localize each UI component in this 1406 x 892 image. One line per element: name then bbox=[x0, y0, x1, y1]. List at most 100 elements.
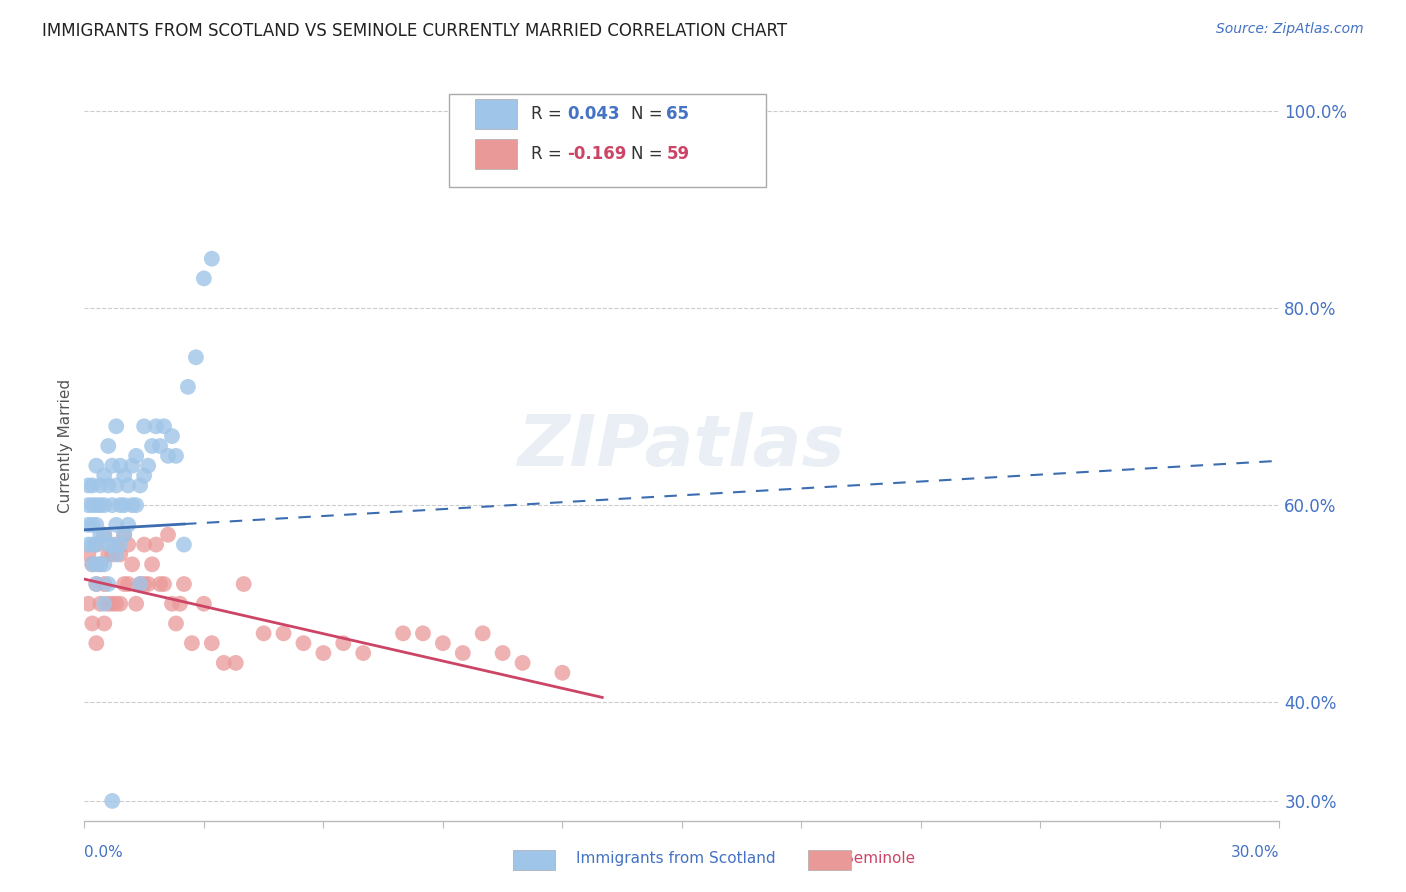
Point bbox=[173, 538, 195, 552]
Point bbox=[292, 636, 315, 650]
Text: IMMIGRANTS FROM SCOTLAND VS SEMINOLE CURRENTLY MARRIED CORRELATION CHART: IMMIGRANTS FROM SCOTLAND VS SEMINOLE CUR… bbox=[42, 22, 787, 40]
Point bbox=[77, 498, 100, 512]
Point bbox=[105, 419, 128, 434]
Point bbox=[157, 449, 180, 463]
Point bbox=[145, 538, 167, 552]
Point bbox=[492, 646, 515, 660]
Point bbox=[145, 419, 167, 434]
Text: ZIPatlas: ZIPatlas bbox=[519, 411, 845, 481]
FancyBboxPatch shape bbox=[475, 99, 517, 129]
Point bbox=[512, 656, 534, 670]
Point bbox=[77, 517, 100, 532]
Point bbox=[112, 498, 135, 512]
Point bbox=[352, 646, 374, 660]
Point bbox=[93, 468, 115, 483]
Point bbox=[86, 498, 108, 512]
Point bbox=[86, 538, 108, 552]
Point bbox=[141, 439, 163, 453]
Point bbox=[117, 478, 139, 492]
Point bbox=[93, 597, 115, 611]
Point bbox=[101, 498, 124, 512]
Point bbox=[141, 558, 163, 572]
Point bbox=[169, 597, 191, 611]
Y-axis label: Currently Married: Currently Married bbox=[58, 379, 73, 513]
Point bbox=[101, 597, 124, 611]
Point bbox=[125, 449, 148, 463]
Point bbox=[312, 646, 335, 660]
Text: 0.0%: 0.0% bbox=[84, 846, 124, 860]
Point bbox=[110, 597, 132, 611]
Point bbox=[432, 636, 454, 650]
Point bbox=[129, 577, 152, 591]
Text: N =: N = bbox=[630, 105, 668, 123]
Point bbox=[160, 429, 183, 443]
Point bbox=[89, 558, 111, 572]
Point bbox=[125, 498, 148, 512]
Point bbox=[82, 478, 104, 492]
Point bbox=[125, 597, 148, 611]
Point bbox=[232, 577, 254, 591]
Point bbox=[132, 419, 156, 434]
Text: 30.0%: 30.0% bbox=[1232, 846, 1279, 860]
Point bbox=[97, 538, 120, 552]
Text: Source: ZipAtlas.com: Source: ZipAtlas.com bbox=[1216, 22, 1364, 37]
Point bbox=[112, 577, 135, 591]
Point bbox=[177, 380, 200, 394]
Point bbox=[82, 558, 104, 572]
Point bbox=[112, 527, 135, 541]
Point bbox=[93, 527, 115, 541]
Text: 59: 59 bbox=[666, 145, 689, 162]
Point bbox=[181, 636, 204, 650]
Point bbox=[117, 577, 139, 591]
Point bbox=[97, 577, 120, 591]
Point bbox=[136, 577, 159, 591]
Point bbox=[77, 548, 100, 562]
Point bbox=[105, 548, 128, 562]
Point bbox=[112, 527, 135, 541]
Point bbox=[89, 498, 111, 512]
Point bbox=[86, 558, 108, 572]
Point bbox=[121, 558, 143, 572]
Point bbox=[253, 626, 276, 640]
Point bbox=[121, 458, 143, 473]
Point bbox=[110, 548, 132, 562]
Point bbox=[165, 449, 187, 463]
Point bbox=[77, 538, 100, 552]
Point bbox=[89, 478, 111, 492]
Point bbox=[149, 439, 172, 453]
Point bbox=[129, 577, 152, 591]
Point bbox=[193, 597, 215, 611]
Point bbox=[193, 271, 215, 285]
Point bbox=[97, 597, 120, 611]
Point bbox=[392, 626, 415, 640]
Point bbox=[86, 458, 108, 473]
Point bbox=[97, 439, 120, 453]
Point bbox=[471, 626, 494, 640]
Point bbox=[82, 498, 104, 512]
Point bbox=[86, 538, 108, 552]
Point bbox=[105, 597, 128, 611]
Point bbox=[105, 538, 128, 552]
Point bbox=[77, 478, 100, 492]
Point bbox=[89, 558, 111, 572]
Point bbox=[173, 577, 195, 591]
Point bbox=[82, 517, 104, 532]
Point bbox=[101, 538, 124, 552]
Text: Immigrants from Scotland: Immigrants from Scotland bbox=[576, 851, 776, 865]
Text: 65: 65 bbox=[666, 105, 689, 123]
Point bbox=[412, 626, 434, 640]
Text: R =: R = bbox=[531, 145, 568, 162]
Point bbox=[93, 577, 115, 591]
Point bbox=[160, 597, 183, 611]
Point bbox=[212, 656, 235, 670]
Point bbox=[132, 538, 156, 552]
Point bbox=[112, 468, 135, 483]
Point bbox=[110, 538, 132, 552]
Point bbox=[551, 665, 574, 680]
Point bbox=[86, 577, 108, 591]
Point bbox=[93, 498, 115, 512]
Point bbox=[101, 458, 124, 473]
Point bbox=[451, 646, 474, 660]
Text: -0.169: -0.169 bbox=[567, 145, 627, 162]
Point bbox=[110, 458, 132, 473]
